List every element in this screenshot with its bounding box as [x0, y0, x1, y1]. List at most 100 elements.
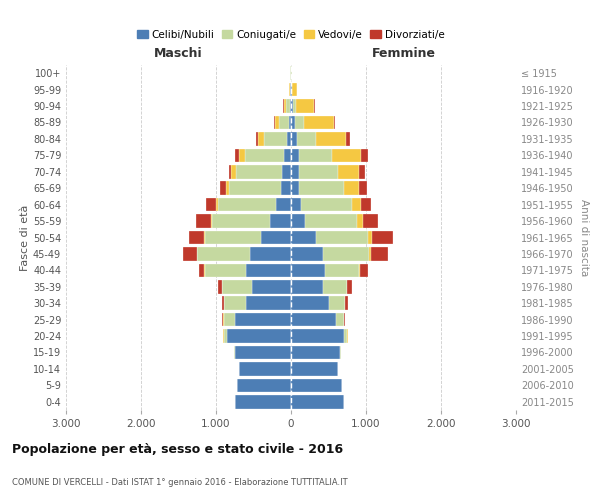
Bar	[223, 330, 227, 343]
Bar	[316, 231, 368, 244]
Bar	[289, 116, 291, 129]
Bar	[218, 280, 222, 293]
Bar	[291, 346, 340, 359]
Bar	[293, 100, 296, 113]
Text: Femmine: Femmine	[371, 47, 436, 60]
Bar	[258, 132, 264, 145]
Bar	[245, 148, 284, 162]
Bar	[291, 231, 316, 244]
Text: Popolazione per età, sesso e stato civile - 2016: Popolazione per età, sesso e stato civil…	[12, 442, 343, 456]
Bar	[325, 264, 359, 277]
Bar	[235, 148, 239, 162]
Bar	[323, 247, 369, 260]
Bar	[363, 214, 378, 228]
Bar	[206, 198, 216, 211]
Bar	[256, 132, 258, 145]
Bar	[347, 280, 352, 293]
Bar	[301, 198, 352, 211]
Bar	[361, 198, 371, 211]
Bar	[222, 280, 252, 293]
Y-axis label: Fasce di età: Fasce di età	[20, 204, 30, 270]
Bar	[264, 132, 287, 145]
Text: Maschi: Maschi	[154, 47, 203, 60]
Bar	[291, 165, 299, 178]
Bar	[305, 214, 357, 228]
Bar	[334, 116, 335, 129]
Bar	[222, 296, 223, 310]
Bar	[291, 100, 293, 113]
Legend: Celibi/Nubili, Coniugati/e, Vedovi/e, Divorziati/e: Celibi/Nubili, Coniugati/e, Vedovi/e, Di…	[133, 26, 449, 44]
Bar	[316, 132, 346, 145]
Bar	[359, 264, 360, 277]
Bar	[250, 247, 291, 260]
Bar	[314, 100, 315, 113]
Bar	[368, 231, 372, 244]
Bar	[227, 330, 291, 343]
Bar	[291, 83, 292, 96]
Bar	[371, 247, 388, 260]
Bar	[346, 132, 349, 145]
Bar	[252, 280, 291, 293]
Bar	[291, 313, 336, 326]
Bar	[292, 83, 296, 96]
Bar	[223, 313, 235, 326]
Y-axis label: Anni di nascita: Anni di nascita	[579, 199, 589, 276]
Bar	[346, 296, 347, 310]
Text: COMUNE DI VERCELLI - Dati ISTAT 1° gennaio 2016 - Elaborazione TUTTITALIA.IT: COMUNE DI VERCELLI - Dati ISTAT 1° genna…	[12, 478, 347, 487]
Bar	[287, 132, 291, 145]
Bar	[291, 214, 305, 228]
Bar	[218, 198, 276, 211]
Bar	[291, 296, 329, 310]
Bar	[369, 247, 371, 260]
Bar	[299, 182, 344, 195]
Bar	[274, 116, 275, 129]
Bar	[286, 100, 290, 113]
Bar	[357, 214, 363, 228]
Bar	[196, 214, 211, 228]
Bar	[235, 313, 291, 326]
Bar	[291, 148, 299, 162]
Bar	[361, 148, 368, 162]
Bar	[270, 214, 291, 228]
Bar	[205, 264, 246, 277]
Bar	[332, 148, 361, 162]
Bar	[329, 296, 345, 310]
Bar	[291, 378, 342, 392]
Bar	[291, 198, 301, 211]
Bar	[284, 100, 286, 113]
Bar	[290, 83, 291, 96]
Bar	[235, 165, 282, 178]
Bar	[291, 330, 343, 343]
Bar	[344, 182, 359, 195]
Bar	[226, 182, 229, 195]
Bar	[291, 395, 343, 408]
Bar	[291, 132, 297, 145]
Bar	[291, 116, 295, 129]
Bar	[237, 378, 291, 392]
Bar	[279, 116, 289, 129]
Bar	[296, 100, 314, 113]
Bar	[343, 330, 347, 343]
Bar	[261, 231, 291, 244]
Bar	[229, 182, 281, 195]
Bar	[190, 231, 205, 244]
Bar	[359, 165, 365, 178]
Bar	[199, 264, 205, 277]
Bar	[212, 214, 270, 228]
Bar	[216, 198, 218, 211]
Bar	[239, 362, 291, 376]
Bar	[336, 313, 343, 326]
Bar	[299, 165, 337, 178]
Bar	[246, 264, 291, 277]
Bar	[295, 116, 304, 129]
Bar	[290, 100, 291, 113]
Bar	[184, 247, 197, 260]
Bar	[246, 296, 291, 310]
Bar	[337, 165, 359, 178]
Bar	[340, 346, 341, 359]
Bar	[297, 132, 316, 145]
Bar	[291, 247, 323, 260]
Bar	[291, 362, 338, 376]
Bar	[223, 296, 246, 310]
Bar	[205, 231, 261, 244]
